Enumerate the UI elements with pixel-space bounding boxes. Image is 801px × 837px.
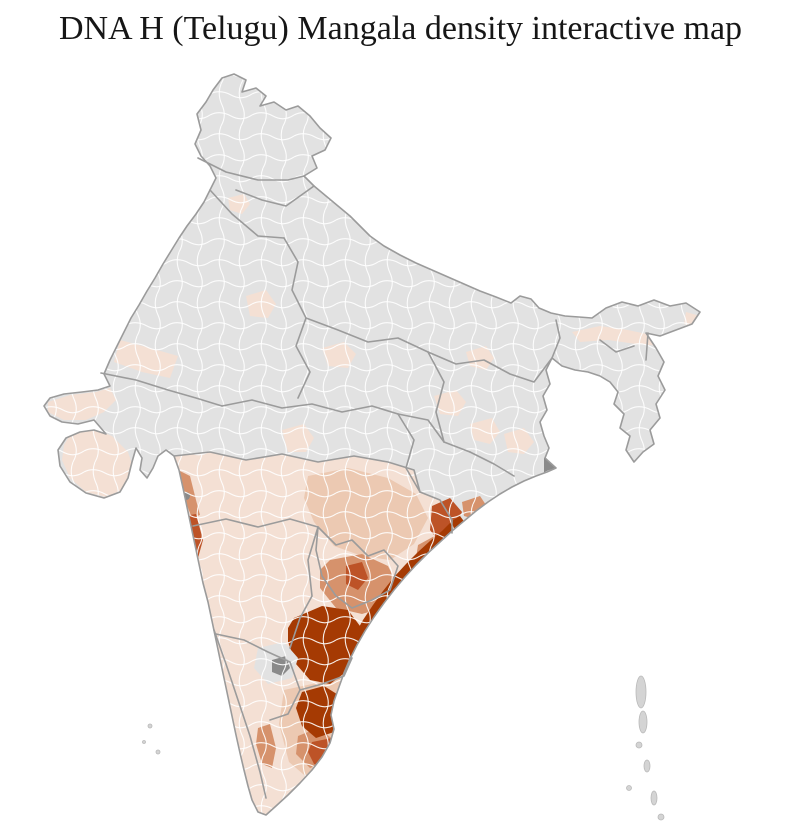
island-lakshadweep-1[interactable]: [147, 723, 153, 729]
border-ne-2: [645, 332, 649, 361]
island-lakshadweep-2[interactable]: [155, 749, 161, 755]
island-nicobar-3[interactable]: [657, 813, 665, 821]
border-himachal-south: [235, 185, 315, 207]
border-kashmir-south: [197, 157, 305, 181]
border-maharashtra-south: [192, 518, 319, 528]
border-maharashtra-north: [173, 451, 421, 493]
region-chennai-city[interactable]: [344, 685, 354, 695]
border-odisha-wb: [469, 451, 515, 477]
island-andaman-small-2[interactable]: [643, 759, 651, 773]
border-telangana: [315, 526, 399, 609]
border-bihar-jharkhand: [427, 351, 553, 383]
border-ne-1: [599, 339, 635, 353]
border-jharkhand: [397, 413, 471, 453]
border-gujarat-rajasthan: [100, 372, 223, 407]
state-borders: [43, 73, 701, 816]
island-andaman-north[interactable]: [635, 675, 647, 709]
island-group[interactable]: [142, 675, 665, 821]
country-outline: [43, 73, 701, 816]
island-andaman-small-1[interactable]: [635, 741, 643, 749]
border-karnataka-tn: [215, 633, 301, 721]
border-up-bihar: [305, 317, 429, 353]
island-nicobar-1[interactable]: [626, 785, 632, 791]
island-andaman-middle[interactable]: [638, 710, 648, 734]
page-title: DNA H (Telugu) Mangala density interacti…: [58, 10, 743, 47]
border-punjab-east: [209, 189, 285, 239]
border-chhattisgarh: [397, 413, 421, 493]
border-kerala: [213, 629, 267, 799]
island-lakshadweep-3[interactable]: [142, 740, 146, 744]
district-borders-overlay: [44, 74, 700, 815]
border-wb-corridor: [551, 319, 561, 359]
island-nicobar-2[interactable]: [650, 790, 658, 806]
border-jharkhand-west: [427, 351, 445, 443]
border-odisha-ap: [419, 491, 453, 534]
border-karnataka-ap: [289, 526, 319, 649]
border-tn-ap: [299, 657, 353, 691]
border-mp-north: [221, 399, 399, 415]
